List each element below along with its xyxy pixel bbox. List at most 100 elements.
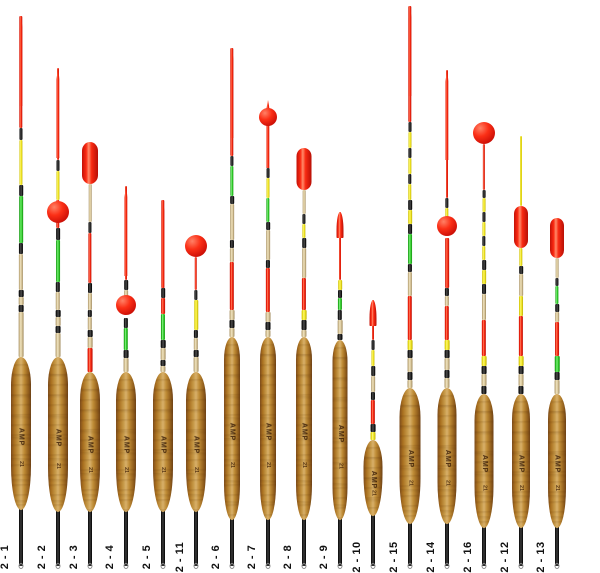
wood-grain-texture (332, 340, 348, 520)
antenna-band-green (230, 166, 234, 196)
float-item[interactable]: AMP 21 2 - 13 (535, 0, 577, 573)
float-item[interactable]: AMP 21 2 - 3 (68, 0, 110, 573)
antenna-bullet-tip (336, 212, 344, 238)
antenna-band-beige (265, 330, 271, 337)
float-body: AMP 21 (437, 388, 457, 524)
brand-number-label: 21 (518, 484, 524, 491)
antenna-band-yellow (481, 356, 487, 366)
antenna-band-yellow (408, 158, 412, 174)
float-stem (482, 524, 486, 566)
antenna-band-black (444, 288, 450, 296)
float-body: AMP 21 (48, 357, 68, 512)
antenna-band-red (301, 278, 307, 310)
float-caption: 2 - 4 (98, 545, 123, 570)
float-caption: 2 - 9 (312, 545, 337, 570)
antenna-capsule-tip (82, 142, 98, 184)
antenna-band-black (338, 290, 342, 298)
wood-grain-texture (116, 372, 136, 512)
antenna-needle-tip (56, 68, 60, 158)
antenna-band-black (123, 318, 129, 328)
antenna-band-beige (554, 380, 560, 394)
antenna-band-beige (407, 272, 413, 296)
float-item[interactable]: AMP 21 2 - 15 (388, 0, 430, 573)
float-item[interactable]: AMP 21 2 - 12 (499, 0, 541, 573)
float-body: AMP 21 (332, 340, 348, 520)
float-caption: 2 - 3 (62, 545, 87, 570)
float-caption-text: 2 - 15 (388, 541, 400, 573)
antenna-band-black (160, 340, 166, 348)
antenna-band-black (193, 330, 199, 338)
antenna-band-black (301, 320, 307, 330)
float-caption-text: 2 - 8 (282, 544, 294, 570)
antenna-band-beige (407, 358, 413, 372)
float-item[interactable]: AMP 21 2 - 9 (318, 0, 360, 573)
antenna-band-green (160, 314, 166, 340)
float-item[interactable]: AMP 21 2 - 1 (0, 0, 41, 573)
antenna-band-black (19, 128, 23, 140)
antenna-band-beige (444, 378, 450, 388)
float-stem (56, 508, 60, 566)
antenna-band-yellow (408, 132, 412, 148)
antenna-band-black (18, 290, 24, 297)
antenna-band-black (555, 304, 559, 312)
antenna-band-green (123, 328, 129, 350)
antenna-band-black (230, 156, 234, 166)
antenna-band-black (519, 266, 523, 274)
line-eyelet-icon (301, 563, 307, 569)
brand-number-label: 21 (481, 484, 487, 491)
float-item[interactable]: AMP 21 2 - 16 (462, 0, 504, 573)
antenna-band-red (161, 298, 165, 314)
float-item[interactable]: AMP 21 2 - 2 (36, 0, 78, 573)
float-stem (445, 520, 449, 566)
float-caption: 2 - 11 (165, 542, 196, 573)
antenna-ball-float (437, 216, 457, 236)
float-stem (302, 516, 306, 566)
antenna-needle-tip (19, 16, 23, 106)
float-item[interactable]: AMP 21 2 - 4 (104, 0, 146, 573)
line-eyelet-icon (518, 563, 524, 569)
antenna-ball-float (473, 122, 495, 144)
line-eyelet-icon (193, 563, 199, 569)
brand-label: AMP (192, 435, 200, 454)
float-caption: 2 - 8 (276, 545, 301, 570)
brand-number-label: 21 (337, 462, 343, 470)
antenna-band-yellow (408, 184, 412, 200)
float-caption: 2 - 10 (341, 541, 372, 572)
antenna-ball-float (185, 235, 207, 257)
antenna-band-black (87, 310, 93, 317)
antenna-band-black (482, 190, 486, 198)
float-body: AMP 21 (116, 372, 136, 512)
float-caption: 2 - 13 (525, 541, 556, 572)
float-item[interactable]: AMP 21 2 - 10 (351, 0, 393, 573)
float-caption: 2 - 12 (489, 541, 520, 572)
antenna-band-black (408, 148, 412, 158)
antenna-band-black (124, 280, 128, 290)
float-item[interactable]: AMP 21 2 - 5 (141, 0, 183, 573)
antenna-band-black (408, 200, 412, 210)
antenna-band-red (339, 212, 341, 280)
float-item[interactable]: AMP 21 2 - 7 (246, 0, 288, 573)
float-item[interactable]: AMP 21 2 - 14 (425, 0, 467, 573)
float-item[interactable]: AMP 21 2 - 11 (174, 0, 216, 573)
antenna-band-beige (302, 248, 306, 278)
antenna-band-beige (266, 230, 270, 260)
float-stem (555, 524, 559, 566)
antenna-band-black (408, 174, 412, 184)
float-stem (230, 516, 234, 566)
float-item[interactable]: AMP 21 2 - 6 (210, 0, 252, 573)
antenna-band-beige (55, 317, 61, 326)
antenna-band-beige (18, 312, 24, 357)
antenna-band-yellow (301, 310, 307, 320)
float-caption: 2 - 6 (204, 545, 229, 570)
antenna-band-red (444, 306, 450, 340)
antenna-band-beige (302, 190, 306, 214)
float-item[interactable]: AMP 21 2 - 8 (282, 0, 324, 573)
antenna-band-black (337, 310, 343, 320)
antenna-band-black (482, 260, 486, 270)
antenna-band-black (371, 366, 375, 376)
float-body: AMP 21 (548, 394, 566, 528)
wood-grain-texture (474, 394, 494, 528)
float-caption-text: 2 - 2 (36, 544, 48, 570)
antenna-band-black (481, 366, 487, 374)
brand-label: AMP (443, 449, 451, 468)
